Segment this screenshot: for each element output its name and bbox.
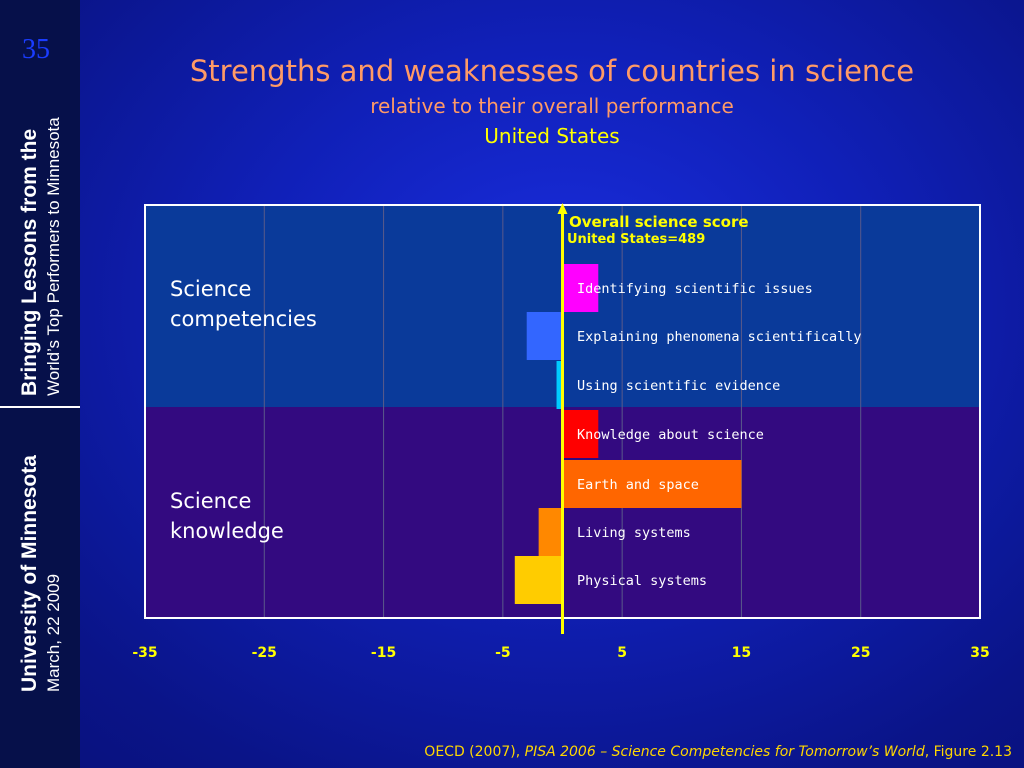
- slide-subtitle: relative to their overall performance: [370, 94, 734, 118]
- citation-title: PISA 2006 – Science Competencies for Tom…: [524, 744, 925, 760]
- bar-label: Explaining phenomena scientifically: [577, 329, 861, 345]
- sidebar-divider: [0, 406, 80, 408]
- x-tick-label: 35: [970, 645, 989, 661]
- citation-prefix: OECD (2007),: [424, 744, 525, 760]
- bar-label: Living systems: [577, 525, 691, 541]
- bar: [538, 508, 563, 556]
- bar: [526, 312, 563, 360]
- bar-label: Knowledge about science: [577, 427, 764, 443]
- group-label: Science: [170, 489, 251, 513]
- sidebar: 35 Bringing Lessons from the World’s Top…: [0, 0, 80, 768]
- x-tick-label: -35: [132, 645, 157, 661]
- bar: [562, 264, 599, 312]
- reference-sublabel: United States=489: [567, 232, 705, 247]
- group-label: competencies: [170, 307, 317, 331]
- x-tick-label: 5: [617, 645, 627, 661]
- x-tick-label: 25: [851, 645, 870, 661]
- bar-label: Identifying scientific issues: [577, 281, 813, 297]
- slide-title: Strengths and weaknesses of countries in…: [189, 54, 915, 88]
- bar-label: Using scientific evidence: [577, 378, 780, 394]
- bar: [556, 361, 563, 409]
- reference-arrow: [557, 203, 568, 214]
- x-tick-label: -25: [252, 645, 277, 661]
- x-tick-label: -5: [495, 645, 511, 661]
- x-tick-label: 15: [732, 645, 751, 661]
- bar-label: Earth and space: [577, 477, 699, 493]
- bar: [562, 460, 742, 508]
- bar: [514, 556, 563, 604]
- reference-label: Overall science score: [569, 213, 749, 231]
- x-tick-label: -15: [371, 645, 396, 661]
- citation-suffix: , Figure 2.13: [924, 744, 1012, 760]
- slide-number: 35: [22, 34, 50, 65]
- country-label: United States: [484, 124, 620, 148]
- group-label: Science: [170, 277, 251, 301]
- bar: [562, 410, 599, 458]
- citation: OECD (2007), PISA 2006 – Science Compete…: [424, 744, 1012, 760]
- bar-label: Physical systems: [577, 573, 707, 589]
- group-label: knowledge: [170, 519, 284, 543]
